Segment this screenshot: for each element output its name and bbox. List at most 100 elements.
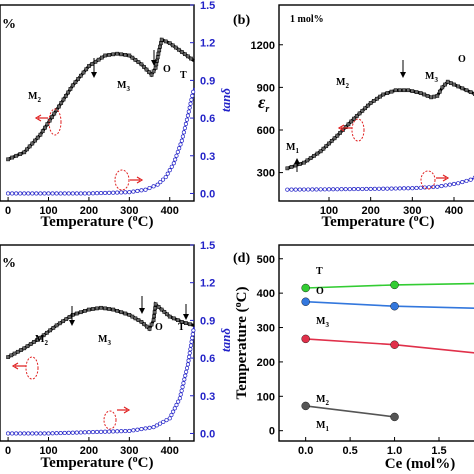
c-xtick-label: 200 — [80, 445, 98, 457]
b-permittivity-point — [410, 89, 415, 94]
c-permittivity-point — [142, 322, 147, 327]
b-tandelta-point — [351, 187, 357, 192]
c-tandelta-point — [131, 428, 136, 433]
c-permittivity-point — [57, 321, 62, 326]
a-tandelta-point — [58, 191, 63, 196]
b-permittivity-point — [360, 108, 365, 113]
a-tandelta-point — [62, 191, 67, 196]
c-tandelta-point — [184, 369, 189, 374]
c-tandelta-point — [190, 335, 195, 341]
b-tandelta-point — [343, 187, 348, 192]
c-permittivity-point — [103, 306, 107, 311]
a-tandelta-point — [171, 161, 176, 166]
c-tandelta-point — [6, 431, 11, 436]
c-tandelta-point — [181, 381, 186, 386]
panel-a-annot-o: O — [163, 64, 171, 75]
c-tandelta-point — [58, 431, 63, 436]
b-tandelta-point — [447, 182, 452, 187]
panel-c-corner-label: % — [2, 256, 16, 271]
panel-d-frame — [278, 244, 474, 442]
a-tandelta-point — [54, 191, 59, 196]
b-permittivity-point — [435, 94, 440, 98]
a-permittivity-point — [103, 53, 107, 58]
a-permittivity-point — [52, 111, 57, 116]
a-tandelta-point — [178, 142, 183, 147]
a-tandelta-point — [163, 175, 168, 180]
panel-d-label-o: O — [316, 286, 324, 297]
panel-b-frame — [278, 4, 474, 202]
panel-c-y2label: tanδ — [218, 328, 233, 352]
c-y2tick-label: 1.5 — [200, 240, 215, 252]
c-tandelta-point — [119, 429, 124, 434]
a-tandelta-point — [42, 191, 47, 196]
a-tandelta-point — [135, 188, 140, 193]
b-tandelta-point — [431, 184, 436, 190]
a-tandelta-point — [131, 189, 136, 194]
b-permittivity-point — [305, 158, 310, 163]
d-ytick-label: 0 — [269, 426, 275, 438]
panel-d-xlabel: Ce (mol%) — [385, 456, 455, 472]
panel-b-corner-label: 1 mol% — [290, 14, 324, 25]
c-permittivity-point — [74, 311, 79, 316]
a-tandelta-point — [70, 191, 75, 196]
d-ytick-label: 500 — [257, 254, 275, 266]
a-permittivity-point — [155, 55, 160, 60]
b-permittivity-point — [321, 146, 326, 151]
c-permittivity-point — [188, 322, 192, 327]
c-permittivity-point — [184, 321, 188, 325]
panel-a-annot-m2: M2 — [28, 91, 41, 104]
a-y2tick-label: 1.5 — [200, 0, 215, 12]
a-tandelta-point — [188, 101, 193, 106]
b-permittivity-point — [429, 95, 433, 100]
a-tandelta-point — [151, 184, 156, 189]
b-permittivity-point — [456, 84, 461, 89]
a-permittivity-point — [54, 108, 59, 112]
c-permittivity-point — [41, 333, 46, 338]
a-tandelta-point — [127, 190, 132, 195]
d-series-point — [390, 280, 399, 290]
c-tandelta-point — [14, 431, 19, 436]
c-permittivity-point — [127, 312, 132, 317]
c-permittivity-point — [152, 314, 156, 319]
d-xtick-label: 1.0 — [387, 445, 402, 457]
panel-a-circle-blue — [114, 169, 130, 191]
a-permittivity-point — [136, 60, 141, 64]
c-permittivity-point — [151, 318, 156, 322]
c-permittivity-point — [139, 320, 144, 324]
a-permittivity-point — [111, 52, 116, 57]
c-tandelta-point — [184, 366, 190, 371]
c-permittivity-point — [87, 307, 91, 312]
a-tandelta-point — [103, 190, 108, 196]
c-tandelta-point — [154, 423, 159, 428]
b-permittivity-point — [308, 156, 313, 160]
a-permittivity-point — [73, 80, 78, 85]
b-permittivity-point — [381, 92, 386, 97]
a-permittivity-point — [130, 55, 135, 60]
b-permittivity-point — [460, 86, 465, 91]
a-permittivity-point — [176, 47, 181, 52]
b-permittivity-point — [414, 90, 419, 94]
c-tandelta-point — [178, 392, 183, 397]
b-permittivity-point — [332, 136, 337, 141]
c-permittivity-point — [149, 322, 154, 327]
c-permittivity-point — [48, 328, 52, 333]
b-tandelta-point — [314, 187, 319, 192]
b-tandelta-point — [397, 186, 402, 191]
a-tandelta-point — [6, 191, 11, 196]
b-tandelta-point — [406, 186, 411, 191]
a-tandelta-point — [107, 190, 112, 195]
c-xtick-label: 300 — [120, 445, 138, 457]
b-permittivity-point — [285, 166, 290, 171]
c-permittivity-point — [64, 317, 69, 321]
a-tandelta-point — [186, 109, 191, 114]
b-permittivity-point — [445, 79, 450, 84]
a-tandelta-point — [50, 191, 55, 196]
panel-c-xlabel: Temperature (oC) — [41, 454, 154, 471]
b-tandelta-point — [439, 184, 444, 189]
b-tandelta-point — [368, 186, 373, 191]
c-permittivity-point — [38, 335, 43, 340]
a-y2tick-label: 0.6 — [200, 113, 215, 125]
b-permittivity-point — [329, 139, 334, 143]
c-tandelta-point — [186, 358, 191, 363]
c-permittivity-point — [162, 310, 167, 314]
